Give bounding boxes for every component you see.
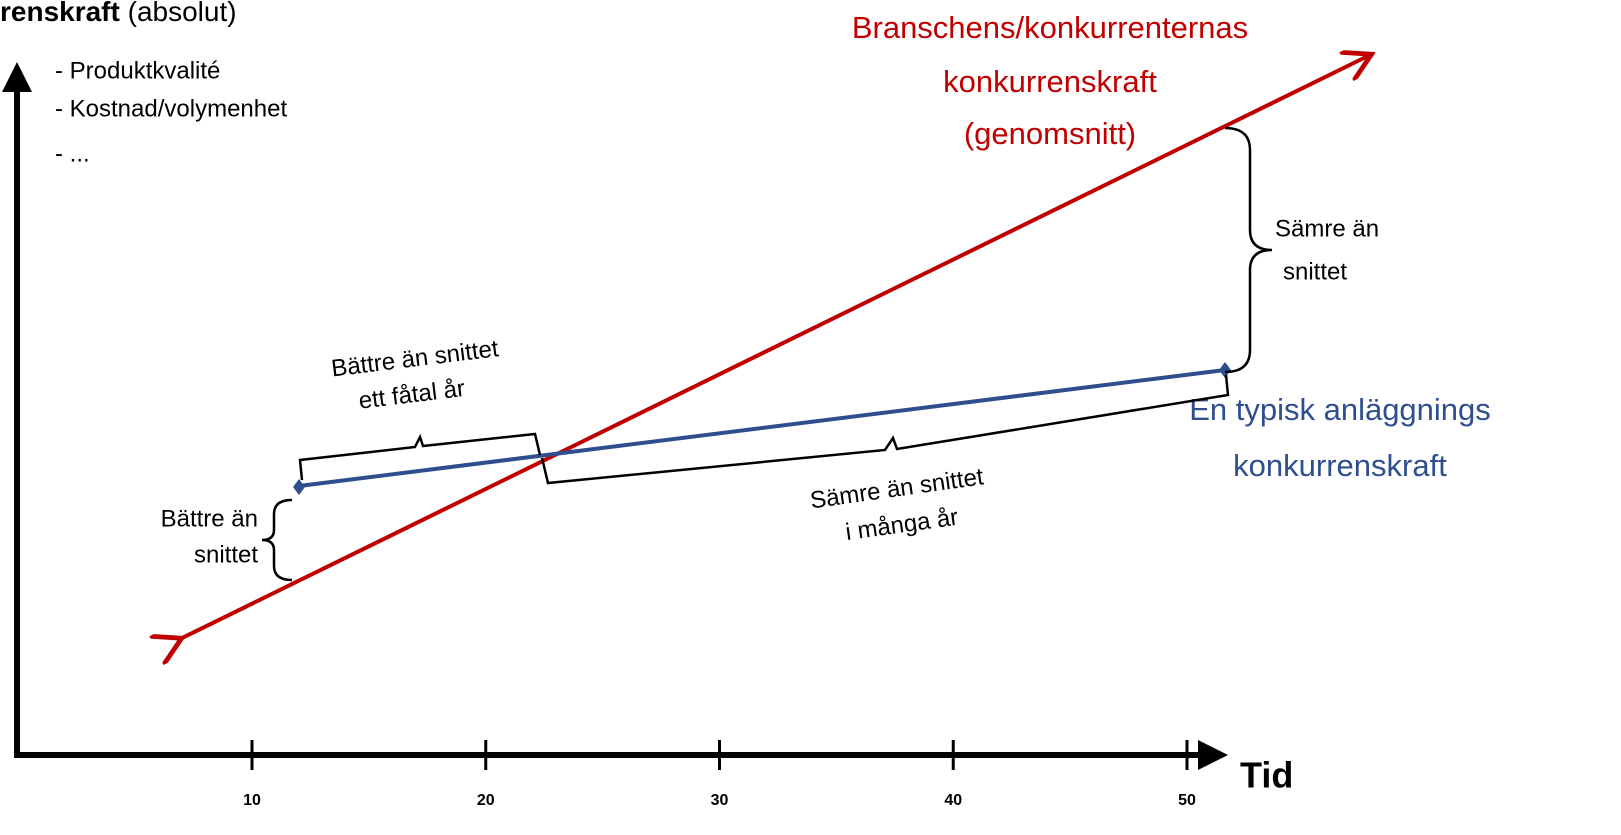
- axis-title-bold: renskraft: [0, 0, 120, 27]
- plant-line: [298, 368, 1226, 488]
- plant-label: konkurrenskraft: [1233, 448, 1447, 483]
- industry-label: Branschens/konkurrenternas: [852, 10, 1248, 45]
- annotation: snittet: [1283, 258, 1347, 285]
- plant-marker: [1219, 362, 1231, 378]
- x-axis-label: Tid: [1240, 755, 1293, 796]
- factor: - Kostnad/volymenhet: [55, 95, 287, 122]
- brace: [261, 498, 293, 582]
- plant-marker: [293, 479, 305, 495]
- axis-title: renskraft (absolut): [0, 0, 237, 27]
- annotation: ett fåtal år: [357, 375, 466, 415]
- plant-label: En typisk anläggnings: [1189, 392, 1491, 427]
- brace: [540, 374, 1230, 485]
- factor: - Produktkvalité: [55, 57, 220, 84]
- industry-label: konkurrenskraft: [943, 64, 1157, 99]
- annotation: i många år: [844, 504, 960, 547]
- brace: [298, 432, 542, 481]
- tick-label: 20: [477, 792, 495, 809]
- ticks: 10 20 30 40 50: [243, 740, 1196, 809]
- factor: - ...: [55, 140, 90, 167]
- axis-title-rest: (absolut): [128, 0, 237, 27]
- annotation: Bättre än: [161, 505, 258, 532]
- annotation: Bättre än snittet: [330, 335, 500, 382]
- tick-label: 10: [243, 792, 261, 809]
- annotation: Sämre än snittet: [808, 463, 985, 514]
- brace: [1224, 126, 1273, 374]
- tick-label: 50: [1178, 792, 1196, 809]
- tick-label: 40: [944, 792, 962, 809]
- industry-label: (genomsnitt): [964, 116, 1136, 151]
- annotation: Sämre än: [1275, 215, 1379, 242]
- annotation: snittet: [194, 541, 258, 568]
- tick-label: 30: [711, 792, 729, 809]
- industry-line: [178, 56, 1368, 640]
